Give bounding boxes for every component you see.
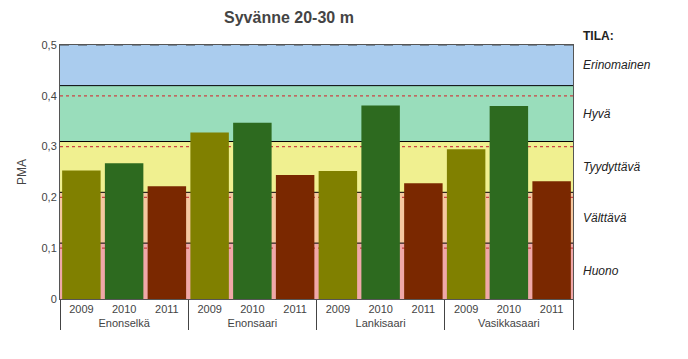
svg-text:2009: 2009 [326, 303, 350, 315]
svg-text:TILA:: TILA: [583, 29, 614, 43]
svg-text:2009: 2009 [69, 303, 93, 315]
svg-text:0,4: 0,4 [42, 90, 57, 102]
svg-text:Välttävä: Välttävä [583, 211, 627, 225]
svg-text:0,2: 0,2 [42, 191, 57, 203]
svg-text:Erinomainen: Erinomainen [583, 58, 651, 72]
svg-text:2011: 2011 [540, 303, 564, 315]
svg-text:2010: 2010 [112, 303, 136, 315]
svg-text:Syvänne 20-30 m: Syvänne 20-30 m [224, 9, 354, 26]
svg-text:Enonsaari: Enonsaari [228, 317, 278, 329]
svg-text:0,1: 0,1 [42, 242, 57, 254]
svg-text:2010: 2010 [497, 303, 521, 315]
svg-text:PMA: PMA [15, 159, 29, 185]
svg-text:2009: 2009 [197, 303, 221, 315]
svg-text:2010: 2010 [240, 303, 264, 315]
svg-text:0,5: 0,5 [42, 39, 57, 51]
svg-text:Hyvä: Hyvä [583, 107, 611, 121]
svg-text:2011: 2011 [155, 303, 179, 315]
svg-text:Enonselkä: Enonselkä [98, 317, 150, 329]
svg-text:Lankisaari: Lankisaari [356, 317, 406, 329]
svg-text:2011: 2011 [283, 303, 307, 315]
svg-text:Tyydyttävä: Tyydyttävä [583, 160, 640, 174]
svg-text:Vasikkasaari: Vasikkasaari [478, 317, 540, 329]
svg-text:Huono: Huono [583, 264, 619, 278]
svg-text:2011: 2011 [412, 303, 436, 315]
svg-text:2009: 2009 [454, 303, 478, 315]
svg-text:2010: 2010 [368, 303, 392, 315]
svg-text:0: 0 [51, 293, 57, 305]
svg-text:0,3: 0,3 [42, 140, 57, 152]
